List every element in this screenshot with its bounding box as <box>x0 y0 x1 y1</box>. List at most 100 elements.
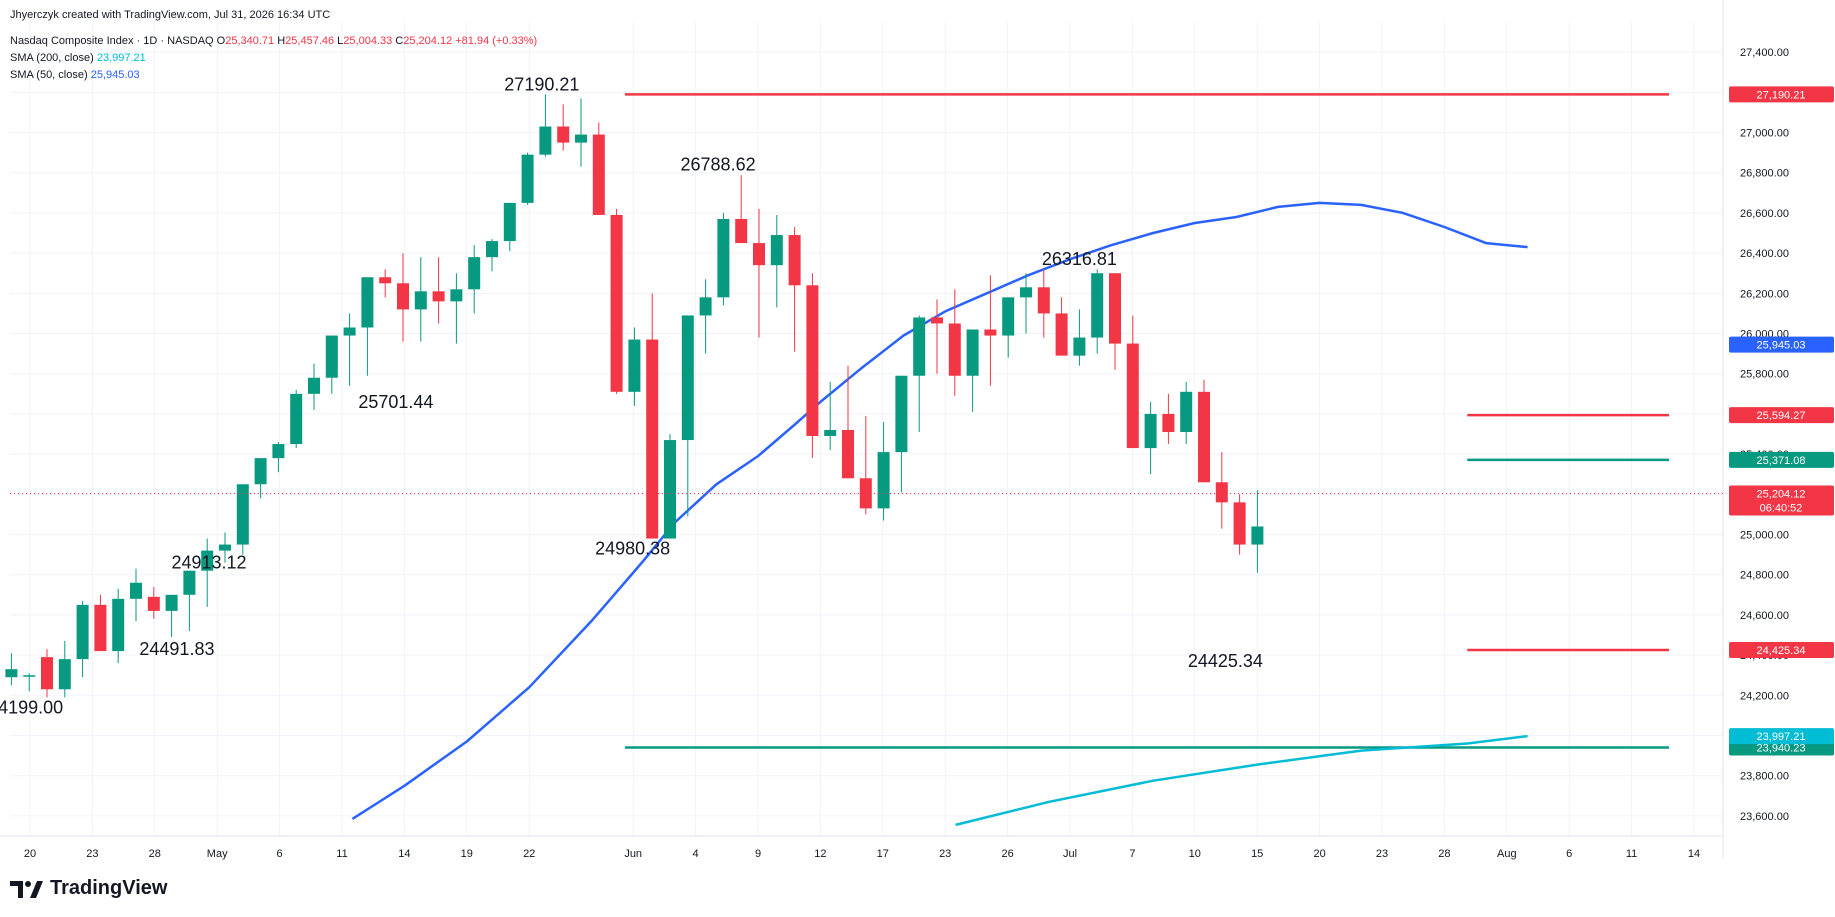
candle-body <box>557 126 570 143</box>
price-axis-label-bg <box>1729 451 1834 468</box>
candle <box>41 649 53 698</box>
x-tick-label: 26 <box>1001 848 1013 860</box>
candle-body <box>147 596 160 611</box>
candle-body <box>414 291 427 310</box>
candle <box>753 208 765 338</box>
candle <box>717 212 730 306</box>
x-tick-label: May <box>207 848 228 860</box>
price-axis-label: 23,997.21 <box>1757 731 1806 743</box>
candle-body <box>1215 482 1228 503</box>
candle-body <box>699 297 712 316</box>
candle <box>681 315 694 517</box>
price-annotation: 24980.38 <box>595 539 670 559</box>
candle-body <box>290 393 303 445</box>
candle <box>895 375 908 493</box>
price-annotation: 25701.44 <box>358 392 433 412</box>
candle-body <box>859 478 872 509</box>
sma200-value: 23,997.21 <box>96 52 146 64</box>
candle-body <box>397 283 409 310</box>
candle-body <box>325 335 338 378</box>
candle-body <box>23 675 36 677</box>
x-tick-label: 22 <box>523 848 535 860</box>
candle <box>824 381 837 451</box>
candle-body <box>94 604 107 652</box>
candle-body <box>681 315 694 441</box>
candle-body <box>1073 337 1086 356</box>
candle <box>1126 315 1139 449</box>
candle-body <box>521 154 534 203</box>
high-label: H <box>277 35 286 47</box>
sma50-legend[interactable]: SMA (50, close) 25,945.03 <box>10 68 140 82</box>
price-annotation: 27190.21 <box>504 74 579 94</box>
candle-body <box>130 582 142 599</box>
candle-body <box>575 134 587 143</box>
candle <box>966 329 979 412</box>
candle <box>272 442 285 473</box>
candle-body <box>948 323 961 376</box>
candle-body <box>1251 526 1264 545</box>
x-tick-label: 15 <box>1251 848 1263 860</box>
candle <box>984 275 997 386</box>
candle <box>147 586 160 619</box>
symbol-label[interactable]: Nasdaq Composite Index · 1D · NASDAQ <box>10 35 214 47</box>
candle <box>842 365 854 479</box>
candle-body <box>753 243 765 266</box>
candle-body <box>76 604 89 660</box>
candle <box>770 214 783 308</box>
candle <box>503 202 516 252</box>
low-value: 25,004.33 <box>343 35 393 47</box>
tradingview-logo[interactable]: TradingView <box>10 877 167 900</box>
candle <box>539 94 552 157</box>
sma200-legend[interactable]: SMA (200, close) 23,997.21 <box>10 51 146 65</box>
candle <box>948 289 961 396</box>
high-value: 25,457.46 <box>285 35 335 47</box>
candle <box>1091 269 1104 354</box>
price-annotation: 26316.81 <box>1042 249 1117 269</box>
candle-body <box>628 339 641 392</box>
candle <box>290 389 303 449</box>
open-value: 25,340.71 <box>225 35 275 47</box>
x-tick-label: Aug <box>1497 848 1517 860</box>
candle-body <box>1144 413 1157 449</box>
candle-body <box>717 218 730 298</box>
candle <box>521 152 534 205</box>
candle-body <box>5 669 18 678</box>
candle-body <box>486 241 498 258</box>
x-tick-label: 20 <box>24 848 36 860</box>
candle <box>23 673 36 692</box>
price-axis-label-bg <box>1729 728 1834 745</box>
sma50-line <box>351 201 1528 820</box>
y-tick-label: 25,800.00 <box>1740 369 1789 381</box>
candle <box>877 421 890 521</box>
change-value: +81.94 (+0.33%) <box>455 35 538 47</box>
candle <box>735 175 748 244</box>
y-tick-label: 27,000.00 <box>1740 128 1789 140</box>
candle-body <box>842 430 854 479</box>
candle-body <box>788 235 801 286</box>
candle-body <box>1002 297 1015 336</box>
candle-body <box>664 440 676 539</box>
candle-body <box>1037 287 1050 314</box>
x-tick-label: 6 <box>1566 848 1572 860</box>
x-tick-label: 19 <box>461 848 473 860</box>
low-label: L <box>337 35 344 47</box>
candle-body <box>58 659 71 690</box>
candle <box>859 415 872 515</box>
candle <box>1162 393 1175 445</box>
candle <box>931 299 943 374</box>
x-tick-label: 23 <box>939 848 951 860</box>
candle <box>379 269 392 298</box>
candle <box>414 257 427 342</box>
price-axis-label-bg <box>1729 485 1834 516</box>
candle-body <box>1126 343 1139 449</box>
candle-body <box>272 444 285 459</box>
x-tick-label: Jun <box>624 848 642 860</box>
price-annotation: 24199.00 <box>0 697 63 717</box>
x-tick-label: 14 <box>398 848 410 860</box>
candle-body <box>1180 391 1193 433</box>
candle <box>432 257 445 324</box>
candle-body <box>432 291 445 302</box>
candle-body <box>468 257 481 290</box>
candle <box>219 532 231 563</box>
